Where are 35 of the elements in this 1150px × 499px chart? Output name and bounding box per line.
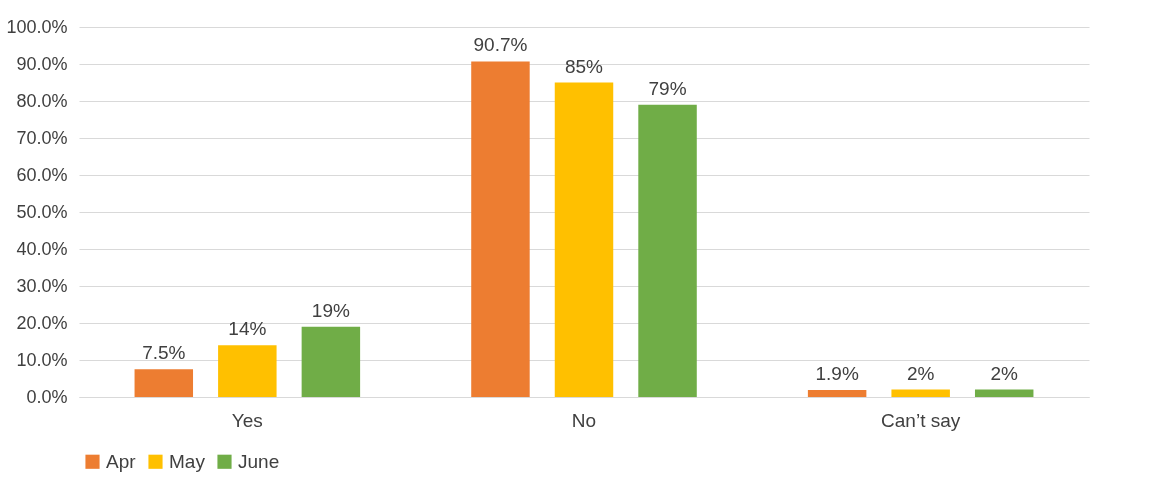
bar — [301, 326, 361, 397]
y-tick-label: 100.0% — [6, 16, 68, 37]
bar — [974, 389, 1034, 397]
data-label: 2% — [906, 362, 935, 384]
bar — [471, 61, 530, 397]
bar — [638, 104, 697, 397]
bar — [218, 345, 277, 397]
legend-label: June — [238, 450, 280, 472]
y-tick-label: 80.0% — [16, 90, 68, 111]
y-tick-label: 10.0% — [16, 349, 68, 370]
legend-label: Apr — [106, 450, 137, 472]
data-label: 85% — [564, 55, 604, 77]
data-label: 7.5% — [142, 342, 186, 364]
bar — [891, 389, 950, 397]
data-label: 14% — [228, 318, 267, 340]
y-tick-label: 60.0% — [16, 164, 68, 185]
x-tick-label: Can’t say — [881, 409, 961, 431]
bar — [807, 389, 867, 397]
y-tick-label: 70.0% — [16, 127, 68, 148]
bar — [134, 369, 194, 397]
data-label: 79% — [648, 77, 687, 99]
y-tick-label: 30.0% — [16, 275, 68, 296]
legend-label: May — [169, 450, 206, 472]
y-tick-label: 0.0% — [26, 386, 68, 407]
y-tick-label: 90.0% — [16, 53, 68, 74]
bar — [554, 82, 614, 397]
data-label: 1.9% — [815, 362, 859, 384]
y-tick-label: 20.0% — [16, 312, 68, 333]
data-label: 19% — [311, 299, 350, 321]
y-tick-label: 50.0% — [16, 201, 68, 222]
data-label: 2% — [990, 362, 1019, 384]
y-tick-label: 40.0% — [16, 238, 68, 259]
x-tick-label: Yes — [231, 409, 263, 431]
x-tick-label: No — [571, 409, 597, 431]
data-label: 90.7% — [473, 34, 528, 56]
